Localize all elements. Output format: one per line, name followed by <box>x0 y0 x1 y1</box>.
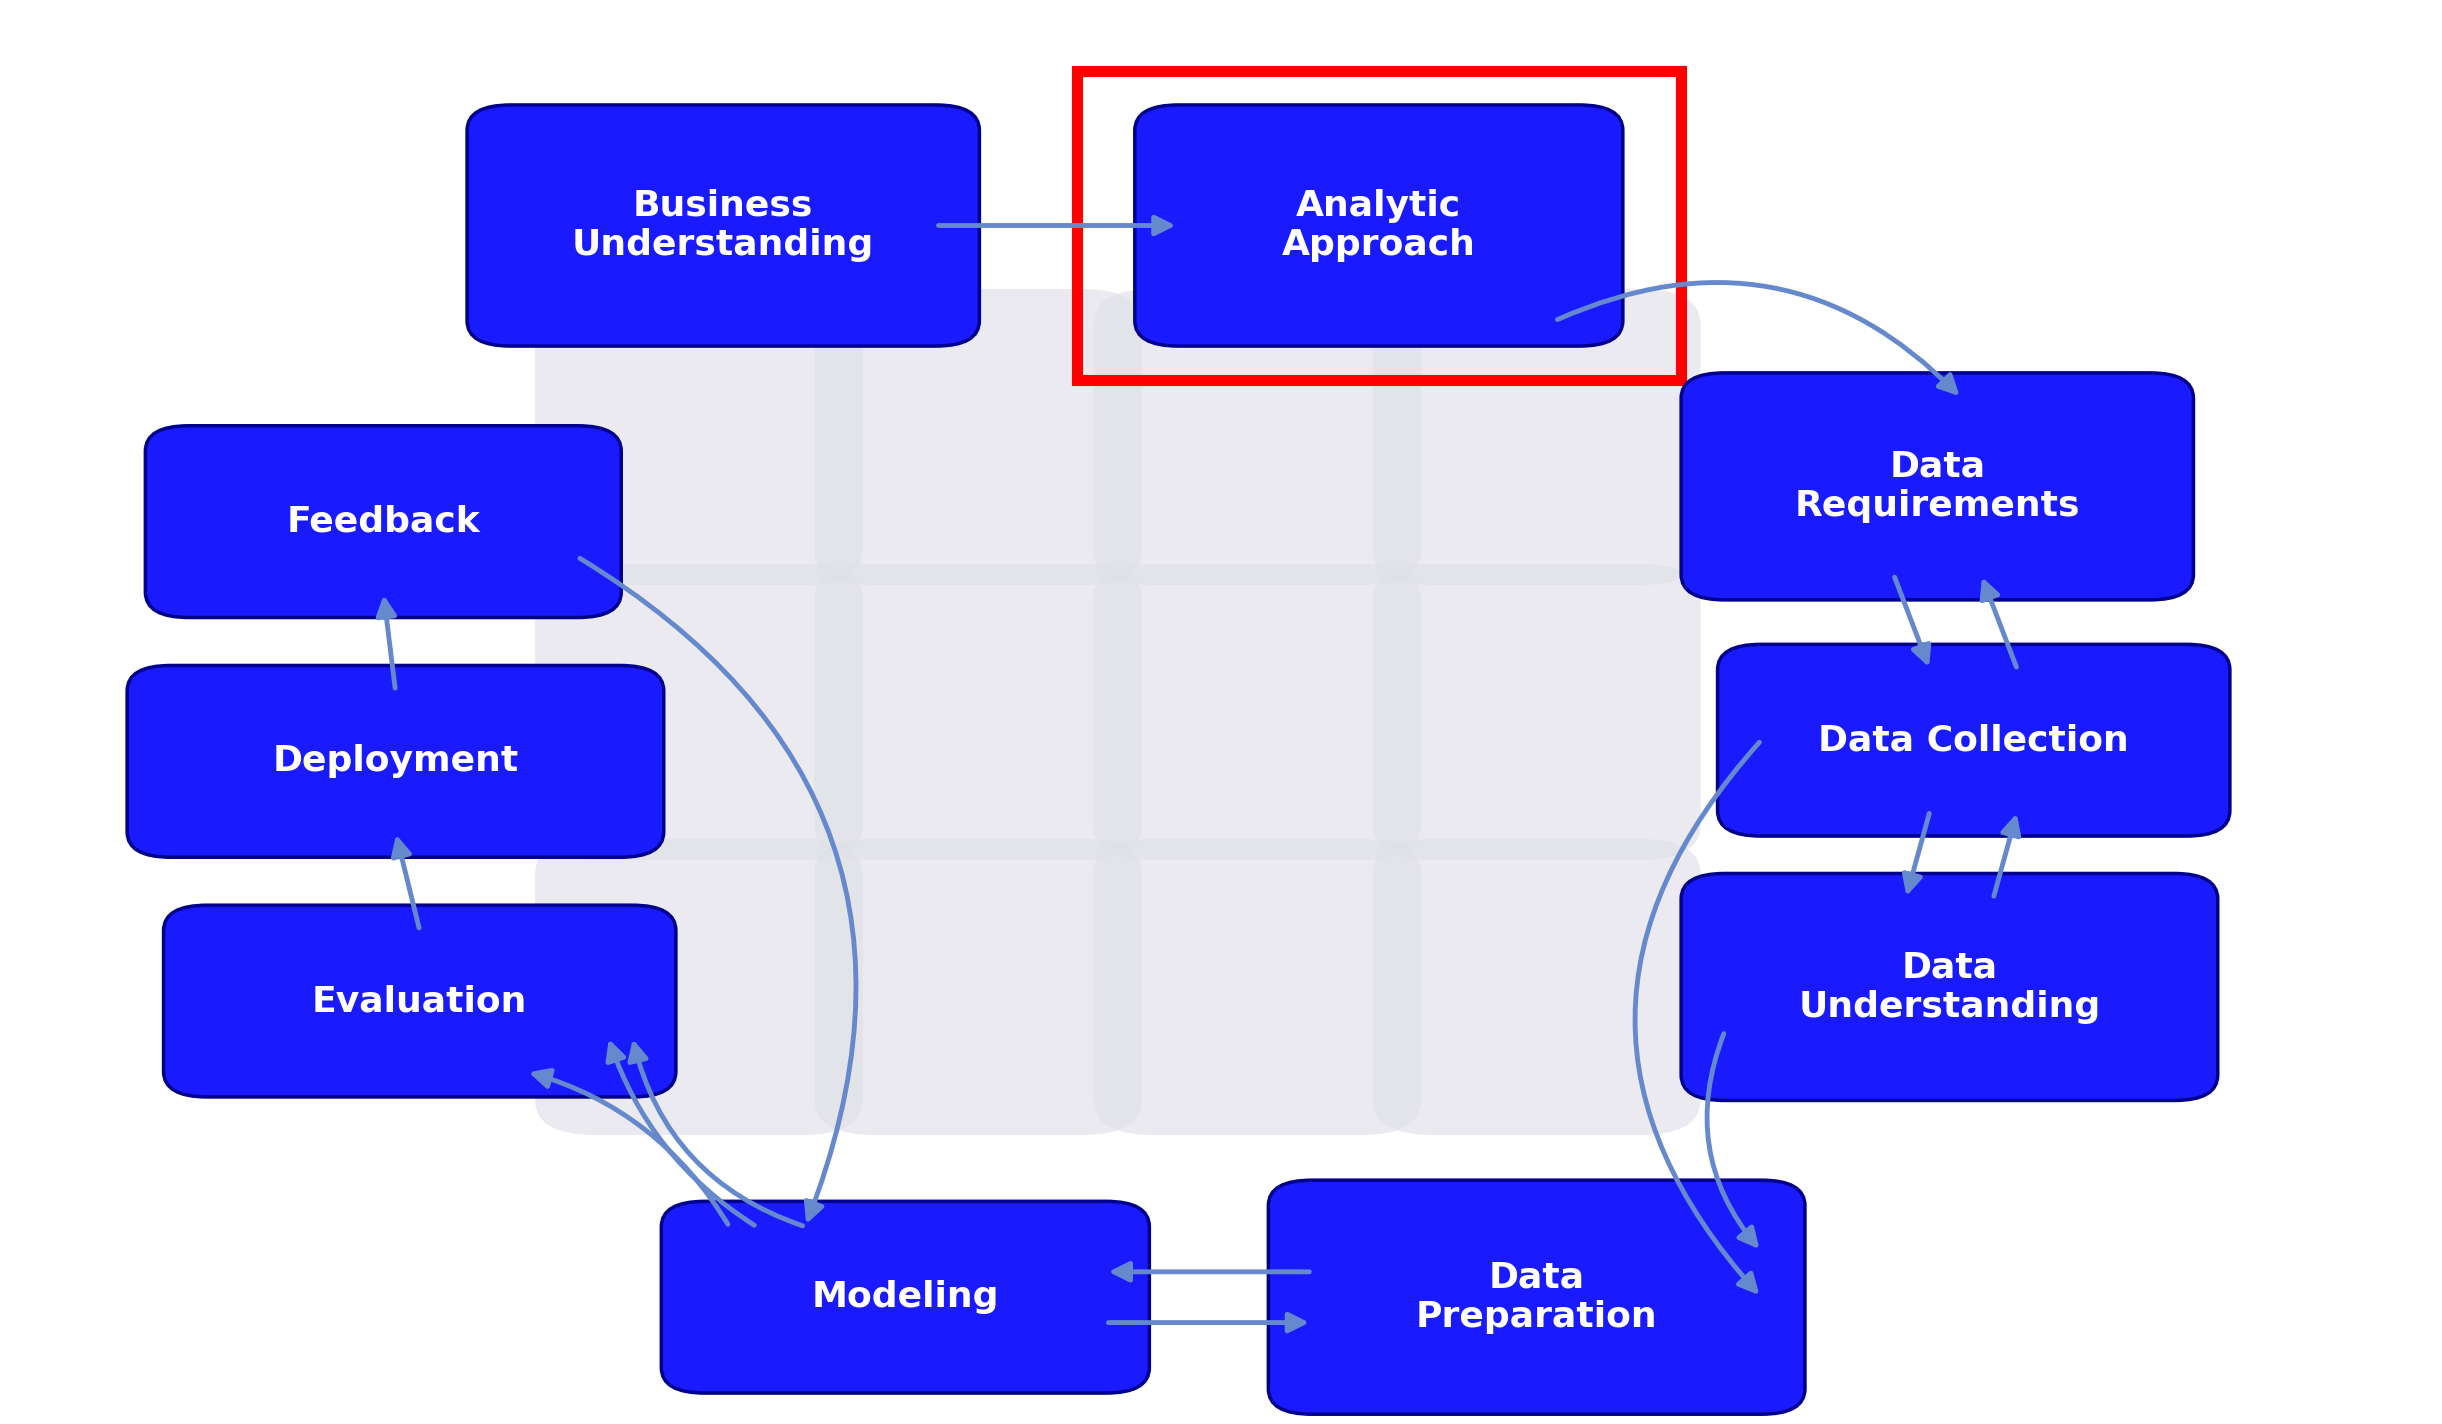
FancyBboxPatch shape <box>127 665 664 857</box>
Text: Deployment: Deployment <box>274 745 518 779</box>
Text: Data
Requirements: Data Requirements <box>1795 450 2081 523</box>
Text: Evaluation: Evaluation <box>313 984 527 1018</box>
FancyBboxPatch shape <box>813 289 1143 585</box>
FancyBboxPatch shape <box>1372 839 1700 1135</box>
Text: Modeling: Modeling <box>811 1280 999 1314</box>
FancyBboxPatch shape <box>1094 839 1421 1135</box>
FancyBboxPatch shape <box>1717 644 2230 836</box>
FancyBboxPatch shape <box>535 289 862 585</box>
FancyBboxPatch shape <box>147 426 620 618</box>
Bar <box>1077 71 1680 380</box>
Text: Business
Understanding: Business Understanding <box>571 189 874 262</box>
FancyBboxPatch shape <box>1267 1180 1805 1414</box>
FancyBboxPatch shape <box>1094 564 1421 860</box>
FancyBboxPatch shape <box>813 564 1143 860</box>
FancyBboxPatch shape <box>164 906 676 1096</box>
FancyBboxPatch shape <box>1372 564 1700 860</box>
FancyBboxPatch shape <box>813 839 1143 1135</box>
FancyBboxPatch shape <box>535 839 862 1135</box>
Text: Feedback: Feedback <box>286 504 481 538</box>
FancyBboxPatch shape <box>1136 105 1624 346</box>
Text: Data
Understanding: Data Understanding <box>1797 950 2100 1024</box>
Text: Data Collection: Data Collection <box>1819 723 2129 758</box>
FancyBboxPatch shape <box>1680 373 2193 600</box>
FancyBboxPatch shape <box>1680 873 2217 1101</box>
FancyBboxPatch shape <box>662 1202 1150 1393</box>
Text: Data
Preparation: Data Preparation <box>1416 1260 1658 1334</box>
FancyBboxPatch shape <box>466 105 979 346</box>
FancyBboxPatch shape <box>1094 289 1421 585</box>
FancyBboxPatch shape <box>1372 289 1700 585</box>
FancyBboxPatch shape <box>535 564 862 860</box>
Text: Analytic
Approach: Analytic Approach <box>1282 189 1475 262</box>
